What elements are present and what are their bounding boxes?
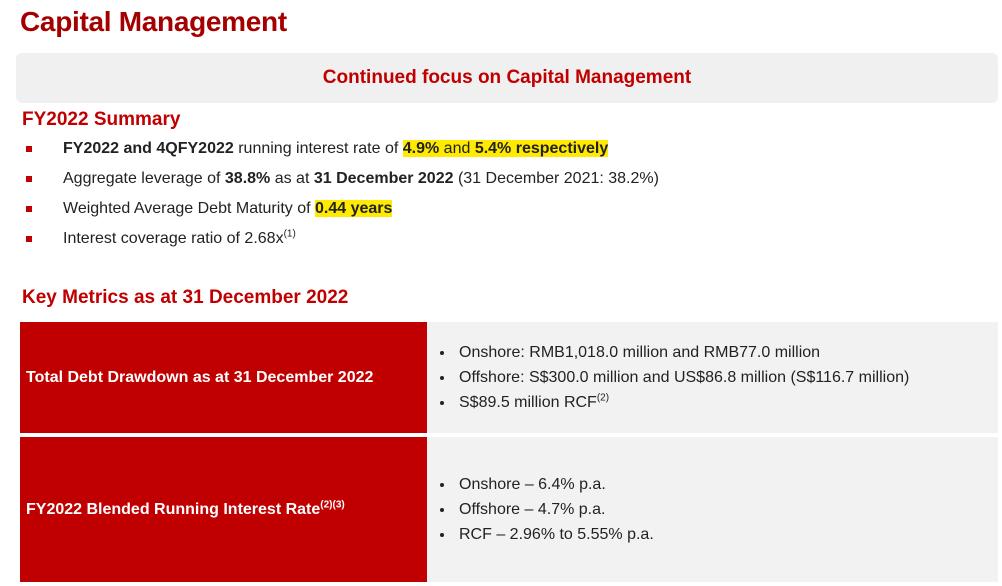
superscript: (2)(3): [320, 499, 345, 511]
text-run: S$89.5 million RCF: [459, 394, 597, 411]
value-item: Onshore – 6.4% p.a.: [455, 472, 654, 497]
bullet-item: FY2022 and 4QFY2022 running interest rat…: [0, 137, 659, 167]
text-run: as at: [270, 170, 314, 187]
text-run: FY2022 and 4QFY2022: [63, 140, 234, 157]
title: Capital Management: [20, 6, 287, 37]
text-run: FY2022 Blended Running Interest Rate: [26, 500, 321, 518]
text-run: Weighted Average Debt Maturity of: [63, 200, 315, 217]
row-values: Onshore – 6.4% p.a. Offshore – 4.7% p.a. R…: [427, 437, 998, 582]
row-label: FY2022 Blended Running Interest Rate(2)(…: [20, 437, 427, 582]
text-run: 5.4% respectively: [474, 140, 609, 157]
value-item: RCF – 2.96% to 5.55% p.a.: [455, 522, 654, 547]
label-text: Total Debt Drawdown as at 31 December 20…: [26, 369, 373, 387]
text-run: Aggregate leverage of: [63, 170, 225, 187]
text-run: Onshore – 6.4% p.a.: [459, 476, 606, 493]
text-run: 38.8%: [224, 170, 271, 187]
value-item: Offshore: S$300.0 million and US$86.8 mi…: [455, 365, 909, 390]
value-list: Onshore – 6.4% p.a. Offshore – 4.7% p.a. R…: [427, 472, 654, 547]
text-run: Offshore – 4.7% p.a.: [459, 501, 606, 518]
label-text: FY2022 Blended Running Interest Rate(2)(…: [26, 499, 345, 519]
table-row: Total Debt Drawdown as at 31 December 20…: [20, 322, 998, 433]
metrics-table: Total Debt Drawdown as at 31 December 20…: [20, 322, 998, 586]
value-item: Offshore – 4.7% p.a.: [455, 497, 654, 522]
text-run: 4.9%: [402, 140, 440, 157]
text-run: and: [439, 140, 475, 157]
value-list: Onshore: RMB1,018.0 million and RMB77.0 …: [427, 340, 909, 415]
superscript: (2): [596, 392, 610, 404]
table-row: FY2022 Blended Running Interest Rate(2)(…: [20, 437, 998, 582]
text-run: 0.44 years: [315, 200, 393, 217]
superscript: (1): [283, 228, 296, 240]
bullet-item: Weighted Average Debt Maturity of 0.44 y…: [0, 197, 659, 227]
text-run: running interest rate of: [233, 140, 403, 157]
metrics-heading: Key Metrics as at 31 December 2022: [22, 287, 349, 308]
bullet-item: Aggregate leverage of 38.8% as at 31 Dec…: [0, 167, 659, 197]
bullet-item: Interest coverage ratio of 2.68x(1): [0, 227, 659, 257]
row-values: Onshore: RMB1,018.0 million and RMB77.0 …: [427, 322, 998, 433]
text-run: Total Debt Drawdown as at 31 December 20…: [26, 368, 374, 386]
value-item: Onshore: RMB1,018.0 million and RMB77.0 …: [455, 340, 909, 365]
row-label: Total Debt Drawdown as at 31 December 20…: [20, 322, 427, 433]
text-run: Offshore: S$300.0 million and US$86.8 mi…: [459, 369, 910, 386]
text-run: Interest coverage ratio of 2.68x: [63, 230, 284, 247]
text-run: 31 December 2022: [313, 170, 454, 187]
summary-list: FY2022 and 4QFY2022 running interest rat…: [0, 137, 659, 257]
summary-heading: FY2022 Summary: [22, 109, 181, 130]
value-item: S$89.5 million RCF(2): [455, 390, 909, 415]
text-run: (31 December 2021: 38.2%): [453, 170, 659, 187]
text-run: RCF – 2.96% to 5.55% p.a.: [459, 526, 654, 543]
text-run: Onshore: RMB1,018.0 million and RMB77.0 …: [459, 344, 821, 361]
banner: Continued focus on Capital Management: [16, 53, 998, 103]
